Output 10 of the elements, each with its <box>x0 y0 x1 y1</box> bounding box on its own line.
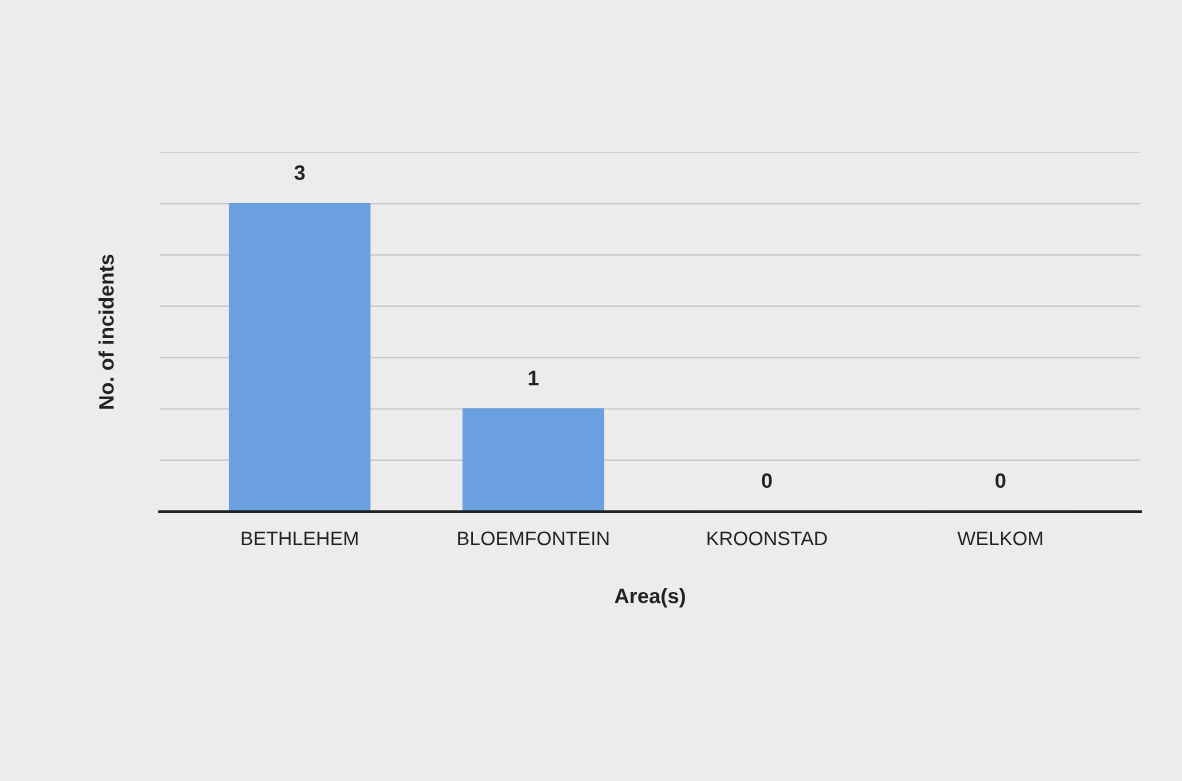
x-tick-label: BETHLEHEM <box>241 531 358 546</box>
x-tick-label: KROONSTAD <box>707 531 827 546</box>
x-tick-label: BLOEMFONTEIN <box>458 531 609 546</box>
data-label: 1 <box>528 370 539 386</box>
y-axis-title: No. of incidents <box>98 254 114 409</box>
data-label: 3 <box>294 165 305 181</box>
x-axis-title: Area(s) <box>614 588 685 608</box>
x-tick-label: WELKOM <box>957 531 1043 546</box>
data-label: 0 <box>995 473 1006 488</box>
data-label: 0 <box>761 473 772 488</box>
